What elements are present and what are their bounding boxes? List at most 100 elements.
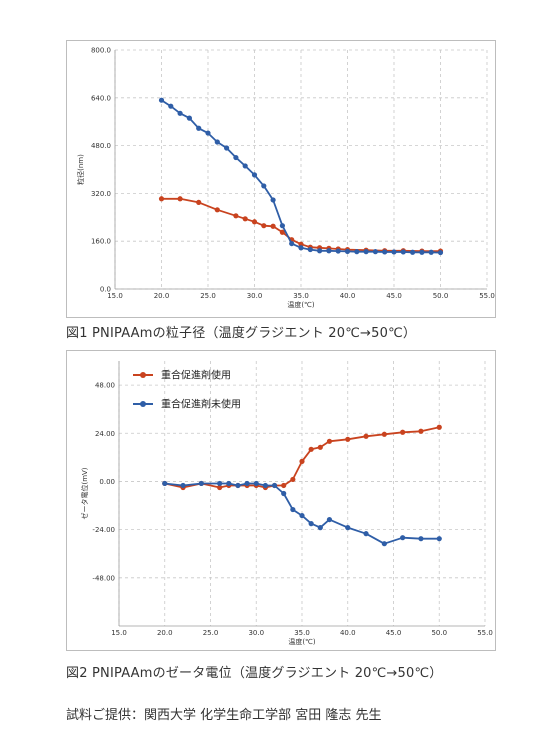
chart1-x-tick-label: 50.0: [433, 292, 449, 300]
chart2-series-1-point: [381, 431, 387, 437]
chart2-series-2-point: [226, 480, 232, 487]
chart2-series-2-point: [162, 480, 168, 487]
chart2-series-2-point: [363, 531, 369, 537]
chart1-series-2-point: [242, 163, 248, 169]
chart1-series-2-point: [363, 249, 369, 255]
chart2-series-2-point: [326, 516, 333, 523]
chart2-x-tick-label: 15.0: [111, 629, 127, 637]
particle-size-plot: 0.0 160.0 320.0 480.0 640.0 800.0 15.0 20.0 25.0…: [76, 47, 495, 310]
chart1-x-tick-label: 20.0: [154, 292, 170, 300]
chart2-y-tick-label: -48.00: [92, 574, 115, 582]
chart2-series-2-point: [198, 480, 204, 487]
chart2-x-tick-label: 40.0: [340, 629, 356, 637]
chart2-series-2-point: [271, 482, 278, 489]
chart2-series-1-point: [418, 428, 424, 434]
chart1-series-2-point: [224, 145, 230, 151]
chart2-series-2-point: [262, 482, 268, 489]
chart2-x-tick-label: 25.0: [203, 629, 219, 637]
chart2-series-2-point: [400, 535, 406, 541]
chart2-series-1-line: [164, 426, 440, 489]
chart1-x-tick-label: 25.0: [200, 292, 216, 300]
chart2-series-1-point: [299, 458, 305, 464]
chart1-series-1-point: [298, 241, 304, 247]
chart2-series-2-line: [164, 482, 440, 545]
chart2-series-1-point: [345, 436, 351, 442]
chart2-x-tick-label: 30.0: [248, 629, 264, 637]
chart1-series-2-point: [419, 249, 425, 255]
chart1-series-1-point: [270, 223, 276, 229]
chart1-series-2-point: [307, 246, 313, 253]
chart2-legend-label-2: 重合促進剤未使用: [161, 398, 241, 411]
chart1-y-tick-label: 800.0: [91, 47, 111, 55]
chart1-series-2-point: [270, 197, 276, 203]
chart1-series-2-point: [391, 249, 397, 255]
chart2-series-1-point: [400, 429, 406, 435]
chart1-x-tick-label: 40.0: [340, 292, 356, 300]
chart2-series-1-point: [308, 446, 314, 452]
chart1-series-2-point: [196, 125, 202, 131]
chart2-y-tick-label: 24.00: [95, 430, 115, 438]
chart1-series-2-point: [326, 248, 332, 254]
chart2-y-tick-label: 48.00: [95, 382, 115, 390]
chart1-series-2-point: [298, 245, 304, 251]
chart2-x-tick-label: 55.0: [477, 629, 493, 637]
chart2-series-1-point: [326, 438, 333, 444]
chart1-x-tick-label: 55.0: [479, 292, 495, 300]
chart1-y-axis-label: 粒径(nm): [76, 154, 85, 185]
chart1-x-tick-label: 45.0: [386, 292, 402, 300]
chart1-series-2-point: [428, 249, 434, 255]
chart2-series-2-point: [345, 525, 351, 531]
figure1-caption: 図1 PNIPAAmの粒子径（温度グラジエント 20℃→50℃）: [66, 326, 417, 341]
chart1-series-2-point: [177, 110, 183, 116]
chart1-series-2-point: [186, 115, 192, 121]
zeta-potential-chart: -48.00 -24.00 0.00 24.00 48.00 15.0 20.0 25.0 30…: [66, 350, 496, 651]
chart1-series-2-point: [168, 103, 174, 109]
chart2-series-2-point: [217, 480, 223, 487]
chart1-series-2-point: [354, 249, 360, 255]
chart2-series-1-point: [281, 482, 287, 489]
chart1-series-2-point: [158, 97, 165, 103]
chart2-series-2-point: [290, 506, 296, 513]
chart2-legend-label-1: 重合促進剤使用: [161, 369, 231, 382]
chart1-series-2-point: [251, 172, 258, 178]
chart1-series-2-point: [400, 249, 406, 255]
chart1-x-tick-label: 15.0: [107, 292, 123, 300]
chart1-series-1-point: [251, 219, 258, 225]
chart1-series-2-point: [344, 248, 351, 254]
chart2-series-2-point: [299, 512, 305, 519]
chart2-series-1-point: [217, 484, 223, 491]
chart1-x-tick-label: 35.0: [293, 292, 309, 300]
chart2-legend-marker-1: [140, 372, 146, 378]
figure2-caption: 図2 PNIPAAmのゼータ電位（温度グラジエント 20℃→50℃）: [66, 666, 443, 681]
chart1-series-1-point: [261, 223, 267, 229]
chart1-series-1-point: [233, 213, 239, 219]
chart2-y-axis-label: ゼータ電位(mV): [80, 467, 89, 519]
chart2-series-2-point: [235, 482, 241, 489]
chart2-series-1-point: [317, 444, 323, 450]
chart2-series-1-point: [436, 424, 442, 430]
chart1-series-2-point: [205, 130, 211, 136]
chart2-x-tick-label: 20.0: [157, 629, 173, 637]
chart2-series-2-point: [418, 536, 424, 542]
chart1-series-2-point: [372, 249, 378, 255]
chart1-y-tick-label: 160.0: [91, 238, 111, 246]
chart1-series-2-point: [410, 249, 416, 255]
chart2-x-tick-label: 35.0: [294, 629, 310, 637]
chart1-series-1-point: [214, 207, 220, 213]
particle-size-chart: 0.0 160.0 320.0 480.0 640.0 800.0 15.0 20.0 25.0…: [66, 40, 496, 318]
chart2-series-1-point: [363, 433, 369, 439]
chart2-legend-marker-2: [140, 401, 146, 407]
chart1-series-1-point: [242, 216, 248, 222]
chart2-series-2-point: [381, 541, 387, 547]
chart1-series-2-point: [335, 248, 341, 254]
chart2-series-2-point: [317, 525, 323, 531]
chart2-series-1-point: [290, 476, 296, 483]
chart1-series-2-point: [437, 249, 444, 256]
chart2-x-tick-label: 45.0: [386, 629, 402, 637]
chart1-series-2-point: [279, 223, 285, 229]
chart2-y-tick-label: 0.00: [99, 478, 115, 486]
chart1-series-1-point: [158, 196, 165, 202]
chart2-x-tick-label: 50.0: [431, 629, 447, 637]
chart1-series-1-point: [177, 196, 183, 202]
chart1-x-axis-label: 温度(℃): [287, 300, 315, 309]
